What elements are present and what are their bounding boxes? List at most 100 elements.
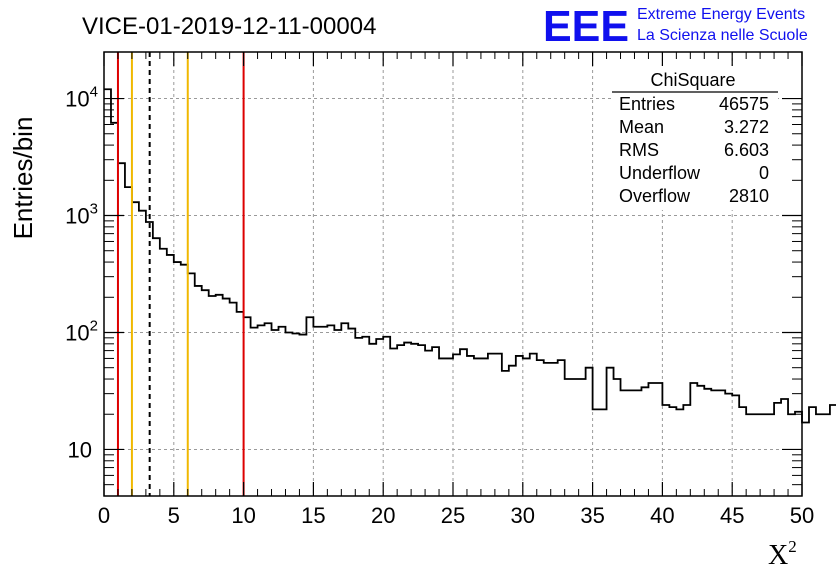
histogram-bin	[195, 286, 202, 496]
histogram-bin	[481, 358, 488, 496]
x-tick-label: 15	[301, 503, 325, 528]
histogram-bin	[453, 354, 460, 496]
y-tick-label-base: 10	[65, 87, 89, 112]
histogram-bin	[202, 290, 209, 496]
chart-title: VICE-01-2019-12-11-00004	[82, 13, 376, 40]
histogram-bin	[299, 335, 306, 496]
histogram-bin	[551, 363, 558, 496]
histogram-bin	[614, 379, 621, 496]
x-tick-label: 10	[231, 503, 255, 528]
histogram-bin	[216, 295, 223, 496]
y-tick-label-exponent: 3	[90, 201, 98, 218]
histogram-bin	[125, 187, 132, 496]
x-tick-label: 45	[720, 503, 744, 528]
histogram-bin	[628, 390, 635, 496]
histogram-bin	[355, 338, 362, 496]
histogram-bin	[160, 249, 167, 496]
y-tick-label: 10	[68, 437, 92, 462]
y-tick-label: 102	[65, 317, 98, 345]
x-tick-label: 40	[650, 503, 674, 528]
histogram-bin	[781, 399, 788, 496]
histogram-bin	[669, 407, 676, 496]
x-tick-label: 5	[168, 503, 180, 528]
eee-branding: EEE Extreme Energy Events La Scienza nel…	[543, 2, 808, 51]
histogram-bin	[662, 405, 669, 496]
x-tick-label: 25	[441, 503, 465, 528]
histogram-bin	[432, 347, 439, 496]
histogram-bin	[634, 390, 641, 496]
stats-row-value: 46575	[719, 94, 769, 114]
y-tick-label-exponent: 4	[90, 84, 98, 101]
x-axis-ticks: 0 5 10 15 20 25 30 35 40 45 50	[98, 52, 814, 528]
stats-rows: Entries 46575 Mean 3.272 RMS 6.603 Underflow 0 O…	[619, 94, 769, 206]
histogram-bin	[181, 265, 188, 496]
reference-lines	[116, 52, 245, 496]
histogram-bin	[258, 325, 265, 496]
histogram-bin	[118, 163, 125, 496]
histogram-bin	[383, 337, 390, 496]
eee-logo: EEE	[543, 2, 629, 51]
histogram-bin	[586, 368, 593, 496]
histogram-bin	[139, 211, 146, 496]
histogram-bin	[167, 255, 174, 496]
stats-row-label: Overflow	[619, 186, 691, 206]
x-tick-label: 0	[98, 503, 110, 528]
histogram-bin	[313, 327, 320, 496]
histogram-bin	[237, 312, 244, 496]
stats-box: ChiSquare Entries 46575 Mean 3.272 RMS 6.603 U…	[612, 66, 778, 210]
histogram-bin	[223, 299, 230, 496]
histogram-bin	[676, 409, 683, 496]
x-axis-label-sup: 2	[788, 537, 797, 556]
histogram-bin	[244, 317, 251, 496]
histogram-bin	[341, 323, 348, 496]
histogram-bin	[579, 379, 586, 496]
histogram-bin	[320, 327, 327, 496]
histogram-bin	[816, 414, 823, 496]
histogram-bin	[802, 422, 809, 496]
x-tick-label: 50	[790, 503, 814, 528]
histogram-bin	[809, 407, 816, 496]
histogram-bin	[230, 303, 237, 496]
stats-row-label: Underflow	[619, 163, 701, 183]
stats-row-value: 3.272	[724, 117, 769, 137]
histogram-bin	[607, 368, 614, 496]
histogram-bin	[530, 354, 537, 496]
histogram-bin	[369, 344, 376, 496]
histogram-bin	[272, 330, 279, 496]
histogram-bin	[279, 327, 286, 496]
histogram-bin	[565, 379, 572, 496]
y-tick-label-exponent: 2	[90, 317, 98, 334]
stats-row-value: 0	[759, 163, 769, 183]
histogram-bin	[104, 89, 111, 496]
y-tick-label: 104	[65, 84, 98, 112]
histogram-bin	[718, 390, 725, 496]
y-tick-label-base: 10	[65, 320, 89, 345]
histogram-bin	[376, 339, 383, 496]
histogram-bin	[537, 360, 544, 496]
histogram-bin	[739, 407, 746, 496]
histogram-bin	[697, 386, 704, 496]
histogram-bin	[488, 354, 495, 496]
histogram-bin	[502, 371, 509, 496]
y-axis-label: Entries/bin	[8, 117, 38, 240]
x-tick-label: 20	[371, 503, 395, 528]
histogram-bin	[725, 394, 732, 496]
stats-row-label: Mean	[619, 117, 664, 137]
histogram-bin	[265, 323, 272, 496]
histogram-bin	[746, 414, 753, 496]
histogram-bin	[621, 390, 628, 496]
branding-line-2: La Scienza nelle Scuole	[637, 27, 808, 44]
stats-row-value: 6.603	[724, 140, 769, 160]
x-axis-label-base: X	[768, 540, 788, 571]
histogram-bin	[348, 329, 355, 496]
histogram-bin	[704, 389, 711, 496]
histogram-bin	[711, 390, 718, 496]
histogram-bin	[572, 379, 579, 496]
histogram-bin	[495, 354, 502, 496]
histogram-bin	[600, 409, 607, 496]
histogram-bin	[641, 387, 648, 496]
histogram-bin	[655, 383, 662, 496]
histogram-bin	[306, 317, 313, 496]
histogram-bin	[439, 358, 446, 496]
histogram-bin	[209, 296, 216, 496]
